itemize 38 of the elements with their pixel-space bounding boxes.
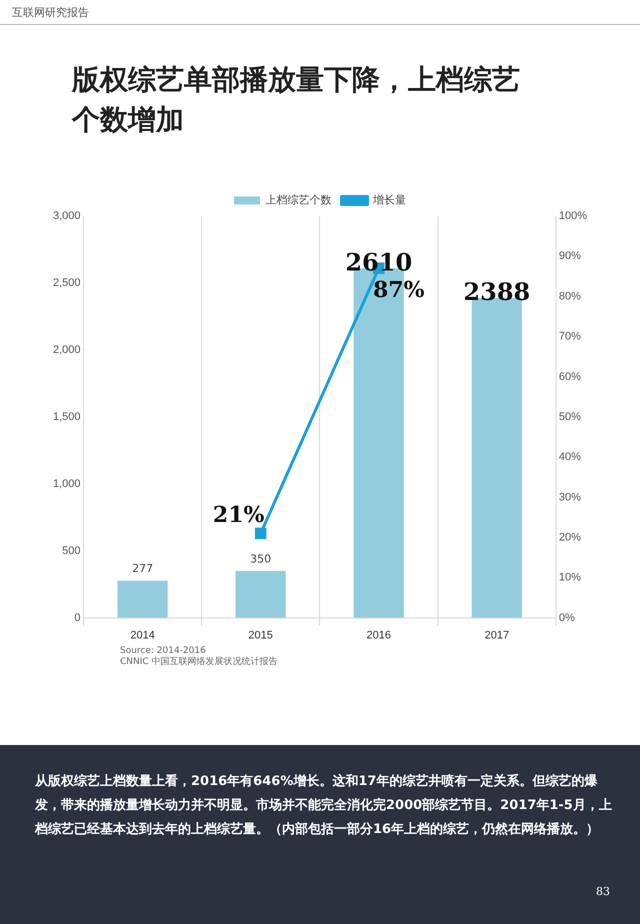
y2-tick-label: 40% [558, 451, 582, 464]
y2-tick-label: 10% [558, 572, 582, 584]
legend-label: 增长量 [372, 194, 406, 207]
x-tick-label: 2016 [366, 629, 391, 642]
data-label: 350 [250, 552, 272, 566]
bar [117, 580, 168, 618]
y-tick-label: 1,500 [52, 410, 81, 423]
text: 83 [596, 885, 610, 898]
legend-label: 上档综艺个数 [266, 194, 332, 207]
data-label: 87% [372, 276, 425, 303]
y2-tick-label: 20% [558, 531, 582, 544]
y2-tick-label: 60% [558, 370, 582, 383]
y-tick-label: 500 [62, 544, 81, 557]
text: 互联网研究报告 [12, 5, 89, 20]
x-tick-label: 2014 [130, 629, 155, 642]
y-tick-label: 2,500 [52, 277, 81, 289]
y2-tick-label: 100% [558, 210, 588, 222]
chart-title: 版权综艺单部播放量下降，上档综艺个数增加 [72, 62, 521, 138]
y-tick-label: 1,000 [52, 478, 81, 490]
y2-tick-label: 70% [558, 330, 582, 343]
text: 从版权综艺上档数量上看，2016年有646%增长。这和17年的综艺井喷有一定关系。但综艺的爆发，带来的播放量增长动力并不明显。市场并不能完全消化完2000部综艺节目。2017年1-5月，上档综艺已经基本达到去年的上档综艺量。（内部包括一部分16年上档的综艺，仍然在网络播放。） [35, 772, 613, 839]
bar [236, 570, 286, 618]
y-tick-label: 0 [74, 612, 81, 624]
y2-tick-label: 80% [558, 290, 582, 302]
y2-tick-label: 90% [558, 250, 582, 262]
y2-tick-label: 30% [558, 491, 582, 504]
data-label: 2388 [463, 277, 530, 306]
y2-tick-label: 0% [558, 612, 575, 624]
x-tick-label: 2015 [248, 629, 273, 642]
y-tick-label: 2,000 [52, 344, 81, 356]
y2-tick-label: 50% [558, 410, 582, 423]
text: CNNIC 中国互联网络发展状况统计报告 [120, 657, 278, 668]
x-tick-label: 2017 [484, 629, 510, 642]
y-tick-label: 3,000 [52, 210, 81, 222]
data-label: 21% [212, 502, 265, 528]
data-label: 2610 [345, 247, 412, 276]
data-label: 277 [132, 562, 154, 576]
source-note: Source: 2014-2016 [120, 646, 207, 656]
